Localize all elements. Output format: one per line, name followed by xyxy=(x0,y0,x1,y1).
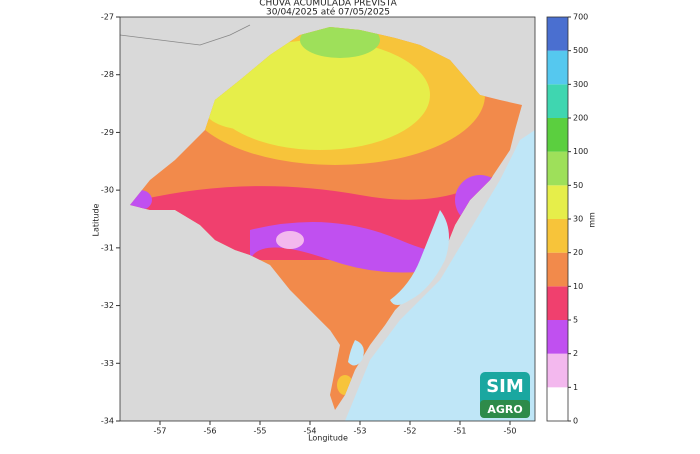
logo-text: AGRO xyxy=(487,403,522,416)
colorbar-tick-label: 20 xyxy=(573,248,583,257)
y-tick-label: -33 xyxy=(101,359,114,368)
colorbar-tick-label: 700 xyxy=(573,13,588,22)
colorbar-tick-label: 2 xyxy=(573,349,578,358)
colorbar-segment xyxy=(547,353,568,388)
colorbar-tick-label: 10 xyxy=(573,282,583,291)
x-tick-label: -55 xyxy=(253,427,266,436)
colorbar-segment xyxy=(547,252,568,287)
x-axis-label: Longitude xyxy=(308,434,348,443)
colorbar-segment xyxy=(547,320,568,354)
colorbar-tick-label: 200 xyxy=(573,114,588,123)
colorbar-tick-label: 50 xyxy=(573,181,583,190)
colorbar-segment xyxy=(547,151,568,186)
x-tick-label: -56 xyxy=(203,427,216,436)
colorbar-segment xyxy=(547,286,568,320)
colorbar-tick-label: 30 xyxy=(573,215,583,224)
colorbar-segment xyxy=(547,118,568,152)
colorbar-tick-label: 500 xyxy=(573,46,588,55)
colorbar-segment xyxy=(547,219,568,253)
plot-frame xyxy=(119,16,536,422)
colorbar-tick-label: 0 xyxy=(573,417,578,426)
rain-field xyxy=(130,27,522,410)
y-tick-label: -34 xyxy=(101,417,114,426)
x-tick-label: -53 xyxy=(353,427,366,436)
colorbar-label: mm xyxy=(588,212,597,228)
colorbar-segment xyxy=(547,50,568,85)
y-tick-label: -32 xyxy=(101,301,114,310)
x-tick-label: -50 xyxy=(503,427,516,436)
colorbar-segment xyxy=(547,17,568,51)
colorbar-segment xyxy=(547,387,568,421)
colorbar-tick-label: 300 xyxy=(573,80,588,89)
lagoon xyxy=(348,340,364,366)
colorbar-tick-label: 100 xyxy=(573,147,588,156)
x-tick-label: -57 xyxy=(153,427,166,436)
lagoon xyxy=(390,210,449,305)
y-axis-label: Latitude xyxy=(92,203,101,236)
x-tick-label: -52 xyxy=(403,427,416,436)
title: CHUVA ACUMULADA PREVISTA xyxy=(259,0,397,9)
logo-text: SIM xyxy=(486,376,524,397)
x-tick-label: -54 xyxy=(303,427,316,436)
y-tick-label: -30 xyxy=(101,186,114,195)
y-tick-label: -28 xyxy=(101,70,114,79)
subtitle: 30/04/2025 até 07/05/2025 xyxy=(266,7,390,18)
colorbar-segment xyxy=(547,185,568,219)
sea xyxy=(345,130,535,421)
y-tick-label: -29 xyxy=(101,128,114,137)
y-tick-label: -31 xyxy=(101,243,114,252)
colorbar-tick-label: 1 xyxy=(573,383,578,392)
y-tick-label: -27 xyxy=(101,13,114,22)
x-tick-label: -51 xyxy=(453,427,466,436)
colorbar-segment xyxy=(547,84,568,118)
logo: SIM AGRO xyxy=(480,372,530,418)
border xyxy=(119,24,251,46)
colorbar-tick-label: 5 xyxy=(573,316,578,325)
